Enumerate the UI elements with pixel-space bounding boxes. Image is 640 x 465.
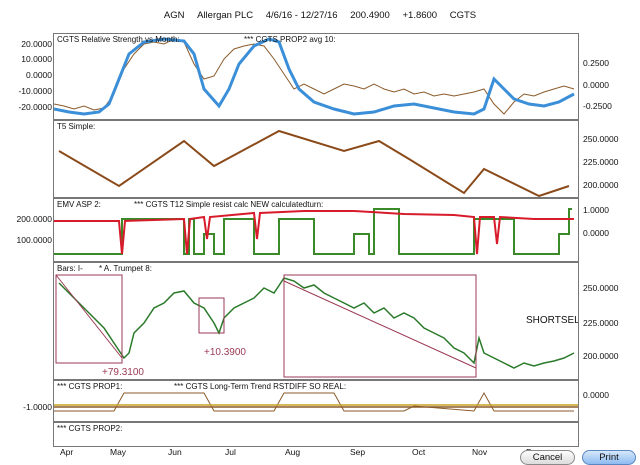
relative-strength-panel[interactable]: CGTS Relative Strength vs Month: *** CGT… bbox=[53, 33, 579, 120]
header-price: 200.4900 bbox=[350, 10, 390, 21]
emv-asp-plot bbox=[54, 208, 574, 255]
x-month-apr: Apr bbox=[60, 447, 74, 457]
p1-right-tick-2: 0.0000 bbox=[583, 80, 609, 90]
relative-strength-label: CGTS Relative Strength vs Month: bbox=[57, 35, 180, 44]
relative-strength-blue-line bbox=[54, 37, 575, 116]
prop2-panel[interactable]: *** CGTS PROP2: bbox=[53, 422, 579, 447]
p2-right-tick-3: 200.0000 bbox=[583, 180, 619, 190]
p1-right-tick-1: 0.2500 bbox=[583, 58, 609, 68]
t5-simple-plot bbox=[58, 129, 570, 197]
header-date-range: 4/6/16 - 12/27/16 bbox=[265, 10, 338, 21]
prop1-label: *** CGTS PROP1: bbox=[57, 382, 123, 391]
p1-left-tick-5: -20.0000 bbox=[18, 102, 52, 112]
t12-resist-label: *** CGTS T12 Simple resist calc NEW calc… bbox=[134, 200, 324, 209]
x-month-may: May bbox=[110, 447, 127, 457]
annotation-1-text: +79.3100 bbox=[102, 367, 144, 378]
header-change: +1.8600 bbox=[402, 10, 438, 21]
prop1-thin-line bbox=[54, 391, 574, 412]
price-bars-panel[interactable]: +79.3100 +10.3900 SHORTSELL Bars: I- * A… bbox=[53, 262, 579, 380]
x-month-nov: Nov bbox=[472, 447, 488, 457]
t5-simple-label: T5 Simple: bbox=[57, 122, 96, 131]
print-button[interactable]: Print bbox=[582, 450, 636, 465]
chart-header: AGN Allergan PLC 4/6/16 - 12/27/16 200.4… bbox=[0, 0, 640, 32]
annotation-box-2 bbox=[198, 297, 225, 334]
t5-simple-panel[interactable]: T5 Simple: bbox=[53, 120, 579, 198]
x-month-oct: Oct bbox=[412, 447, 426, 457]
p2-right-tick-1: 250.0000 bbox=[583, 134, 619, 144]
p2-right-tick-2: 225.0000 bbox=[583, 157, 619, 167]
p1-left-tick-2: 10.0000 bbox=[21, 54, 52, 64]
relative-strength-thin-line bbox=[54, 38, 575, 115]
header-compare-symbol: CGTS bbox=[449, 10, 477, 21]
p1-left-tick-3: 0.0000 bbox=[26, 70, 52, 80]
trendline-1 bbox=[55, 274, 123, 359]
prop2-avg-label: *** CGTS PROP2 avg 10: bbox=[244, 35, 336, 44]
header-company: Allergan PLC bbox=[197, 10, 254, 21]
cancel-button[interactable]: Cancel bbox=[520, 450, 575, 465]
p5-right-tick-1: 0.0000 bbox=[583, 390, 609, 400]
p4-right-tick-3: 200.0000 bbox=[583, 351, 619, 361]
trumpet-label: * A. Trumpet 8: bbox=[99, 264, 152, 273]
trendline-2 bbox=[283, 280, 477, 369]
emv-red-line bbox=[54, 210, 574, 255]
p1-left-tick-4: -10.0000 bbox=[18, 86, 52, 96]
prop2-label: *** CGTS PROP2: bbox=[57, 424, 123, 433]
p1-right-tick-3: -0.2500 bbox=[583, 101, 612, 111]
emv-asp-label: EMV ASP 2: bbox=[57, 200, 101, 209]
x-month-aug: Aug bbox=[285, 447, 301, 457]
p3-left-tick-2: 100.0000 bbox=[16, 235, 52, 245]
price-bars-line bbox=[58, 277, 575, 369]
p3-left-tick-1: 200.0000 bbox=[16, 214, 52, 224]
annotation-2-text: +10.3900 bbox=[204, 347, 246, 358]
p1-left-tick-1: 20.0000 bbox=[21, 39, 52, 49]
annotation-box-3 bbox=[283, 274, 477, 378]
emv-green-signal-line bbox=[54, 208, 572, 255]
t5-simple-line bbox=[58, 129, 570, 197]
x-month-jul: Jul bbox=[225, 447, 236, 457]
x-month-jun: Jun bbox=[168, 447, 182, 457]
long-term-trend-label: *** CGTS Long-Term Trend RSTDIFF SO REAL… bbox=[174, 382, 347, 391]
prop1-plot bbox=[54, 391, 578, 412]
p4-right-tick-2: 225.0000 bbox=[583, 318, 619, 328]
bars-label: Bars: I- bbox=[57, 264, 83, 273]
x-month-sep: Sep bbox=[350, 447, 366, 457]
annotation-box-1 bbox=[55, 274, 123, 364]
p3-right-tick-2: 0.0000 bbox=[583, 228, 609, 238]
prop1-panel[interactable]: *** CGTS PROP1: *** CGTS Long-Term Trend… bbox=[53, 380, 579, 422]
header-symbol: AGN bbox=[163, 10, 185, 21]
emv-asp-panel[interactable]: EMV ASP 2: *** CGTS T12 Simple resist ca… bbox=[53, 198, 579, 262]
relative-strength-plot bbox=[54, 37, 575, 116]
p3-right-tick-1: 1.0000 bbox=[583, 205, 609, 215]
price-bars-plot: +79.3100 +10.3900 SHORTSELL bbox=[55, 274, 578, 378]
annotation-3-text: SHORTSELL bbox=[526, 315, 578, 326]
p5-left-tick-1: -1.0000 bbox=[23, 402, 52, 412]
p4-right-tick-1: 250.0000 bbox=[583, 283, 619, 293]
